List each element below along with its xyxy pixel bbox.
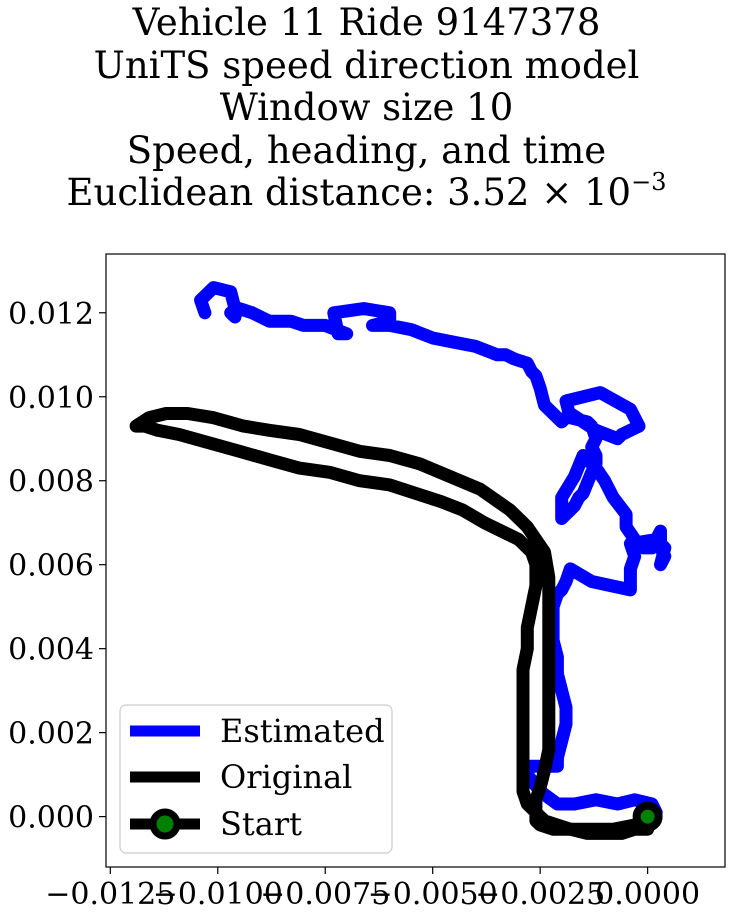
legend: Estimated Original Start [119,704,393,854]
axes-frame [105,253,726,868]
x-tick-label: 0.0000 [595,877,700,912]
series-line-estimated [194,281,672,819]
legend-label-original: Original [220,758,352,796]
chart-title: Vehicle 11 Ride 9147378 UniTS speed dire… [0,0,733,215]
y-tick-label: 0.002 [8,717,94,752]
x-tick-label: −0.0025 [475,877,605,912]
title-line-1: Vehicle 11 Ride 9147378 [132,1,601,44]
y-tick-label: 0.006 [8,549,94,584]
legend-box [119,704,393,854]
y-axis: 0.000 0.002 0.004 0.006 0.008 0.010 0.012 [8,297,106,836]
x-tick-label: −0.0050 [368,877,498,912]
title-line-3: Window size 10 [219,86,514,129]
title-line-2: UniTS speed direction model [93,43,640,87]
series-layer [129,281,672,840]
start-marker [632,801,663,832]
y-tick-label: 0.008 [8,465,94,500]
series-line-original [129,407,655,840]
legend-marker-start [149,808,181,840]
legend-label-start: Start [220,805,302,843]
x-tick-label: −0.0125 [45,877,175,912]
y-tick-label: 0.012 [8,297,94,332]
y-tick-label: 0.010 [8,381,94,416]
title-metric-base: 10 [584,171,632,214]
title-line-4: Speed, heading, and time [126,128,607,172]
title-metric-exponent: −3 [631,168,667,196]
x-tick-label: −0.0100 [153,877,283,912]
title-metric-prefix: Euclidean distance: [66,171,448,214]
title-metric-times: × [541,171,573,214]
legend-label-estimated: Estimated [220,712,385,750]
x-axis: −0.0125−0.0100−0.0075−0.0050−0.00250.000… [45,867,700,912]
title-metric-mantissa: 3.52 [447,171,530,214]
title-line-5: Euclidean distance: 3.52 × 10−3 [0,170,733,215]
y-tick-label: 0.000 [8,801,94,836]
x-tick-label: −0.0075 [260,877,390,912]
y-tick-label: 0.004 [8,633,94,668]
